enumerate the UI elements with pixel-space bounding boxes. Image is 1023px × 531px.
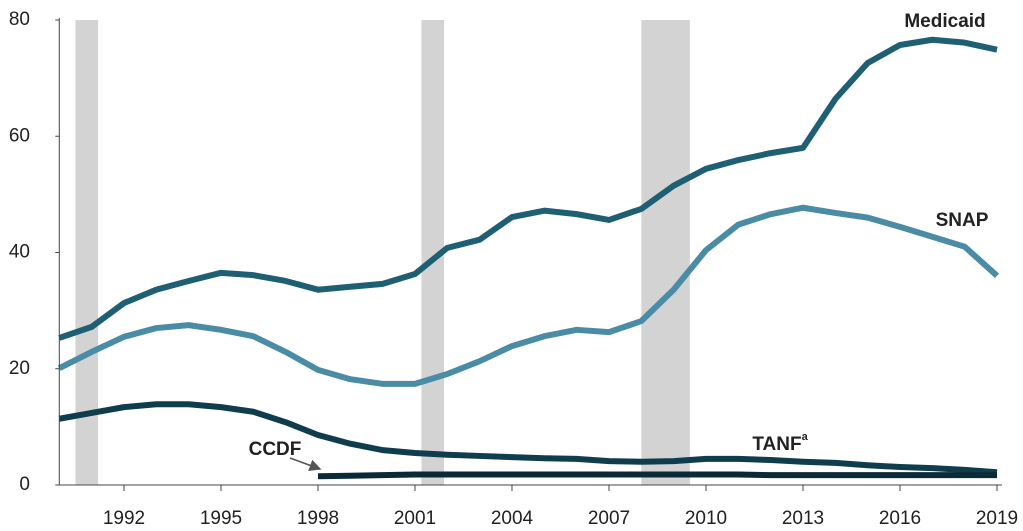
footnote-marker: a (802, 431, 809, 443)
y-tick-label: 60 (9, 125, 30, 146)
recession-band (75, 20, 99, 485)
x-tick-label: 1992 (103, 508, 145, 529)
y-tick-label: 0 (19, 474, 30, 495)
x-tick-label: 1995 (200, 508, 242, 529)
series-name: CCDF (249, 439, 302, 460)
x-tick-label: 2007 (588, 508, 630, 529)
x-tick-label: 2019 (976, 508, 1018, 529)
x-tick-label: 2016 (879, 508, 921, 529)
x-tick-label: 2010 (685, 508, 727, 529)
x-tick-label: 2004 (491, 508, 534, 529)
recession-band (641, 20, 690, 485)
series-line (317, 471, 997, 480)
x-tick-label: 2001 (394, 508, 436, 529)
x-tick-label: 2013 (782, 508, 824, 529)
series-label: SNAP (936, 210, 989, 231)
series-label: CCDF (249, 439, 302, 460)
series-line (57, 204, 1000, 387)
callout-arrow (289, 457, 322, 472)
series-label: TANFa (752, 431, 808, 455)
recession-band (421, 20, 445, 485)
series-line (58, 401, 998, 476)
x-tick-label: 1998 (297, 508, 339, 529)
y-tick-label: 20 (9, 358, 30, 379)
series-name: SNAP (936, 210, 989, 231)
y-tick-label: 80 (9, 9, 30, 30)
series-line (58, 36, 998, 341)
y-tick-label: 40 (9, 242, 30, 263)
series-label: Medicaid (904, 11, 985, 32)
series-name: Medicaid (904, 11, 985, 32)
series-name: TANF (752, 434, 801, 455)
